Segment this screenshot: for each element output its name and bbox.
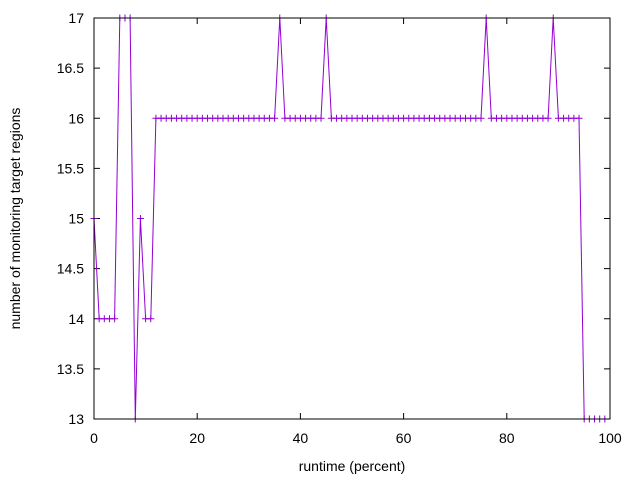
x-tick-label: 100 <box>598 430 622 446</box>
y-axis-title: number of monitoring target regions <box>7 108 23 330</box>
y-tick-label: 16 <box>68 110 84 126</box>
data-point <box>271 114 279 122</box>
data-point <box>111 315 119 323</box>
data-point <box>136 215 144 222</box>
x-tick-label: 60 <box>396 430 412 446</box>
y-tick-label: 15.5 <box>57 160 84 176</box>
plot-frame <box>93 17 611 420</box>
y-tick-label: 14.5 <box>57 261 84 277</box>
data-point <box>477 114 485 122</box>
x-tick-label: 80 <box>499 430 515 446</box>
data-point <box>317 114 325 122</box>
data-point <box>147 315 155 323</box>
x-tick-label: 20 <box>189 430 205 446</box>
x-axis-title: runtime (percent) <box>299 458 406 474</box>
x-tick-label: 0 <box>90 430 98 446</box>
tick-labels: 0 20 40 60 80 100 13 13.5 14 14.5 15 15.5 16 16.5 17 <box>57 10 622 446</box>
y-tick-label: 13 <box>68 411 84 427</box>
data-point <box>544 114 552 122</box>
data-point <box>575 114 583 122</box>
series-group <box>90 14 609 423</box>
y-tick-label: 14 <box>68 311 84 327</box>
y-tick-label: 13.5 <box>57 361 84 377</box>
y-tick-label: 15 <box>68 211 84 227</box>
axis-ticks <box>93 17 611 420</box>
y-tick-label: 17 <box>68 10 84 26</box>
x-tick-label: 40 <box>293 430 309 446</box>
series-line <box>93 17 605 420</box>
y-tick-label: 16.5 <box>57 60 84 76</box>
